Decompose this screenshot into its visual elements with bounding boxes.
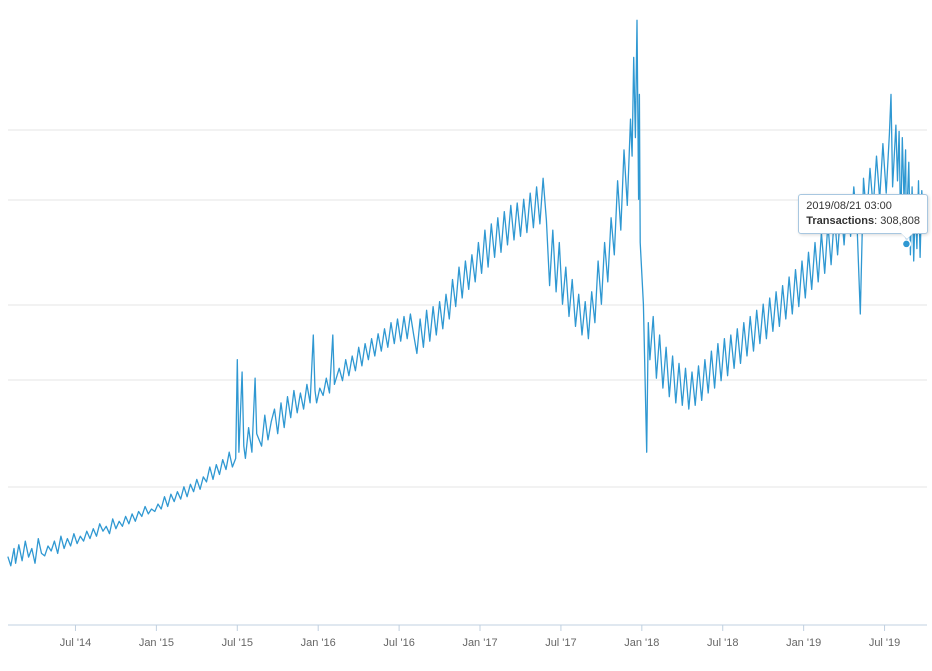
transactions-chart[interactable]: Jul '14 Jan '15 Jul '15 Jan '16 Jul '16 Jan '…: [0, 0, 932, 671]
svg-text:Jul '14: Jul '14: [60, 637, 91, 649]
svg-text:Jan '16: Jan '16: [301, 637, 336, 649]
svg-text:Jul '17: Jul '17: [545, 637, 576, 649]
svg-text:Jan '17: Jan '17: [462, 637, 497, 649]
svg-text:Jul '16: Jul '16: [383, 637, 414, 649]
svg-text:Jan '15: Jan '15: [139, 637, 174, 649]
svg-text:Jul '15: Jul '15: [222, 637, 253, 649]
svg-text:Jul '19: Jul '19: [869, 637, 900, 649]
chart-svg: Jul '14 Jan '15 Jul '15 Jan '16 Jul '16 Jan '…: [0, 0, 932, 671]
svg-text:Jan '18: Jan '18: [624, 637, 659, 649]
svg-text:Jan '19: Jan '19: [786, 637, 821, 649]
svg-text:Jul '18: Jul '18: [707, 637, 738, 649]
